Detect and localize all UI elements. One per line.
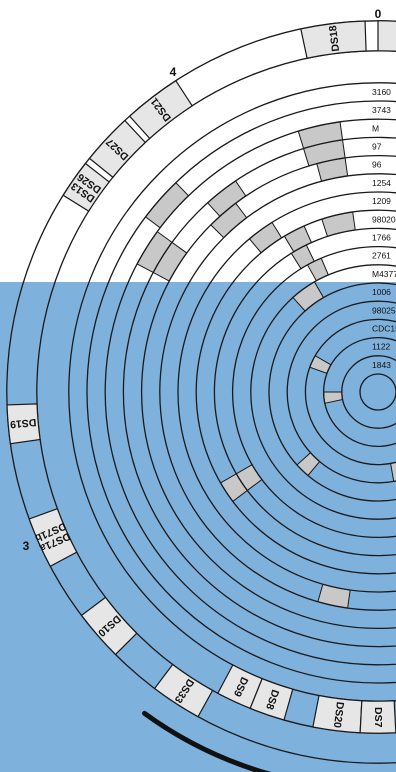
strain-label: 3160 (372, 87, 391, 97)
serotype-box (80, 596, 138, 656)
strain-label: 1122 (372, 342, 391, 352)
strain-label: 1843 (372, 360, 391, 370)
serotype-box (249, 677, 294, 721)
ring-circle (104, 118, 396, 666)
serotype-box (28, 507, 78, 568)
ring-circle (268, 282, 396, 502)
shaded-segment (317, 583, 351, 609)
strain-label: 9802026 (372, 214, 396, 224)
ring-circle (231, 245, 396, 539)
shaded-segment (390, 461, 396, 483)
ring-circle (86, 100, 396, 684)
strain-label: 1254 (372, 178, 391, 188)
ring-circle (122, 136, 396, 648)
serotype-box (377, 20, 396, 52)
serotype-box (128, 79, 193, 140)
strain-label: 1006 (372, 287, 391, 297)
shaded-segment (144, 181, 190, 229)
serotype-box (312, 694, 363, 734)
ring-circle (213, 227, 396, 557)
ring-circle (286, 300, 396, 484)
strain-label: 96 (372, 160, 382, 170)
strain-label: 2761 (372, 251, 391, 261)
ring-circle (195, 209, 396, 575)
strain-label: 1766 (372, 233, 391, 243)
strain-label: 3743 (372, 105, 391, 115)
serotype-label: DS19 (9, 416, 36, 430)
shaded-segment (323, 391, 344, 404)
black-arc (142, 710, 272, 772)
ring-circle (359, 373, 396, 411)
strain-label: 1209 (372, 196, 391, 206)
strain-label: 980250 (372, 305, 396, 315)
sector-label: 0 (375, 7, 382, 21)
serotype-label: DS18 (327, 25, 342, 53)
serotype-box (300, 20, 367, 59)
ring-circle (177, 191, 396, 593)
sector-label: 3 (23, 539, 30, 553)
strain-label: M (372, 123, 379, 133)
strain-label: M4377A (372, 269, 396, 279)
sector-label: 4 (170, 65, 177, 79)
strain-label: 97 (372, 142, 382, 152)
ring-circle (250, 264, 396, 520)
ring-circle (141, 155, 396, 629)
shaded-segment (296, 452, 321, 477)
serotype-box (153, 663, 214, 718)
serotype-box (62, 162, 110, 213)
ring-circle (304, 318, 396, 466)
strain-label: CDC155 (372, 324, 396, 334)
ring-circle (341, 355, 396, 429)
ring-circle (159, 173, 396, 611)
serotype-box (88, 119, 147, 179)
serotype-box (217, 664, 263, 710)
serotype-label: DS20 (331, 701, 346, 729)
serotype-label: DS7 (372, 707, 384, 728)
serotype-box (359, 700, 396, 734)
ring-circle (322, 336, 396, 448)
serotype-box (6, 403, 41, 445)
